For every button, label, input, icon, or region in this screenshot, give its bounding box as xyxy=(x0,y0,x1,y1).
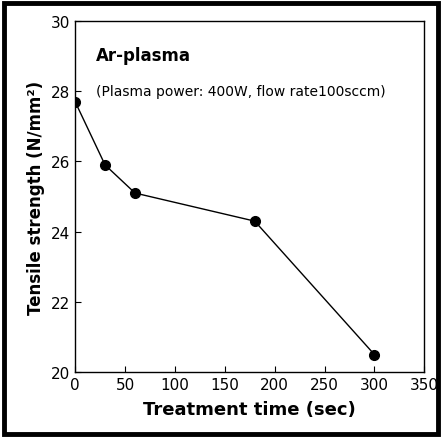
Text: (Plasma power: 400W, flow rate100sccm): (Plasma power: 400W, flow rate100sccm) xyxy=(96,85,386,99)
Y-axis label: Tensile strength (N/mm²): Tensile strength (N/mm²) xyxy=(27,80,46,314)
X-axis label: Treatment time (sec): Treatment time (sec) xyxy=(143,400,356,418)
Text: Ar-plasma: Ar-plasma xyxy=(96,46,191,64)
